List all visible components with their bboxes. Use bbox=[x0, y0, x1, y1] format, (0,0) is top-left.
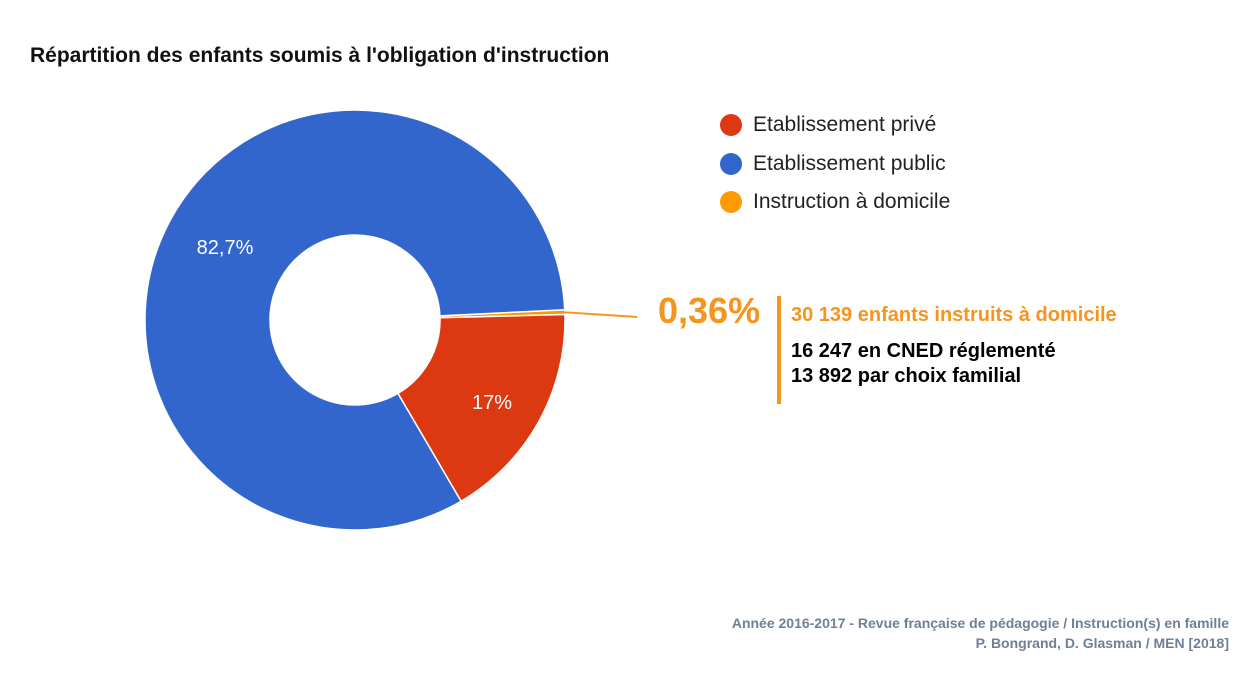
legend-item-prive[interactable]: Etablissement privé bbox=[720, 106, 950, 145]
legend-label-domicile: Instruction à domicile bbox=[753, 190, 951, 214]
slice-public[interactable] bbox=[144, 109, 566, 531]
callout-line-cned: 16 247 en CNED réglementé bbox=[791, 340, 1056, 362]
legend-swatch-prive bbox=[720, 114, 742, 137]
legend-swatch-public bbox=[720, 152, 742, 175]
callout-percent: 0,36% bbox=[658, 290, 761, 331]
callout-line-choix: 13 892 par choix familial bbox=[791, 365, 1022, 387]
callout-headline: 30 139 enfants instruits à domicile bbox=[791, 304, 1117, 326]
legend-item-domicile[interactable]: Instruction à domicile bbox=[720, 183, 950, 222]
callout-leader-line bbox=[562, 311, 638, 318]
slice-label-prive: 17% bbox=[472, 392, 512, 414]
legend-item-public[interactable]: Etablissement public bbox=[720, 145, 950, 184]
source-line-1: Année 2016-2017 - Revue française de péd… bbox=[731, 615, 1229, 631]
callout-divider bbox=[777, 296, 781, 404]
slice-prive[interactable] bbox=[396, 313, 566, 503]
source-line-2: P. Bongrand, D. Glasman / MEN [2018] bbox=[975, 635, 1229, 651]
chart-legend: Etablissement privé Etablissement public… bbox=[720, 106, 950, 222]
slice-label-public: 82,7% bbox=[197, 237, 254, 259]
legend-label-prive: Etablissement privé bbox=[753, 113, 937, 137]
legend-label-public: Etablissement public bbox=[753, 151, 946, 175]
legend-swatch-domicile bbox=[720, 191, 742, 214]
chart-title: Répartition des enfants soumis à l'oblig… bbox=[30, 44, 610, 67]
